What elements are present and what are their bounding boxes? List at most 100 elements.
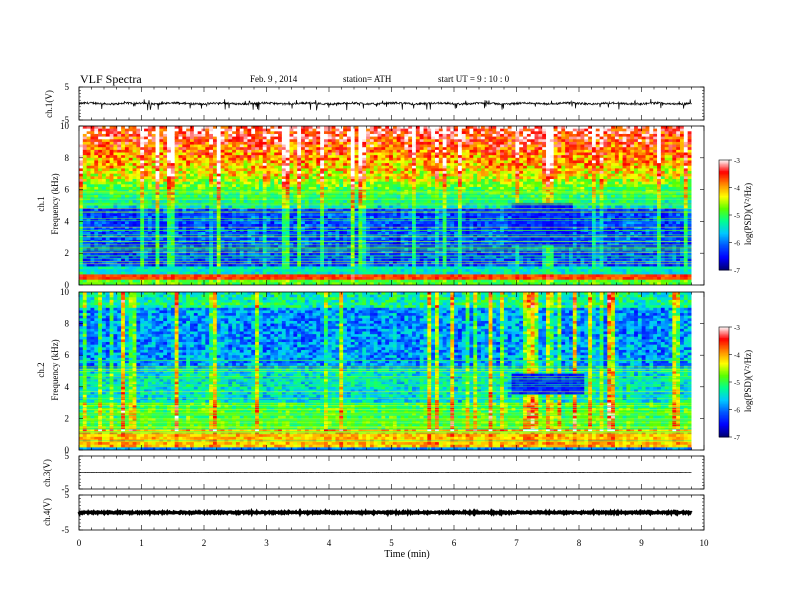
p-ch1spec-cell bbox=[132, 147, 138, 151]
p-ch1spec-cell bbox=[285, 274, 291, 278]
p-ch1spec-cell bbox=[167, 179, 172, 183]
p-ch1spec-cell bbox=[262, 131, 268, 135]
p-ch1spec-cell bbox=[140, 155, 145, 159]
p-ch1spec-cell bbox=[308, 149, 314, 154]
p-ch1spec-cell bbox=[197, 184, 203, 188]
p-ch1spec-cell bbox=[266, 163, 272, 167]
p-ch1spec-cell bbox=[289, 269, 294, 273]
p-ch1spec-cell bbox=[350, 152, 356, 156]
p-ch1spec-cell bbox=[339, 253, 344, 257]
p-ch1spec-cell bbox=[266, 266, 272, 270]
p-ch1spec-cell bbox=[297, 157, 302, 162]
p-ch1spec-cell bbox=[243, 165, 249, 169]
p-ch1spec-cell bbox=[331, 221, 337, 225]
p-ch1spec-cell bbox=[101, 157, 107, 162]
p-ch1spec-cell bbox=[301, 152, 306, 156]
p-ch1spec-cell bbox=[350, 144, 356, 148]
p-ch1spec-cell bbox=[251, 282, 256, 285]
p-ch1spec-cell bbox=[308, 128, 314, 132]
p-ch1spec-cell bbox=[128, 155, 134, 159]
p-ch1spec-cell bbox=[121, 184, 126, 188]
p-ch1spec-cell bbox=[362, 261, 367, 265]
p-ch1spec-cell bbox=[316, 226, 321, 230]
p-ch1spec-cell bbox=[243, 269, 249, 273]
p-ch1spec-cell bbox=[289, 131, 294, 135]
p-ch1spec-cell bbox=[136, 141, 141, 146]
p-ch1spec-cell bbox=[128, 165, 134, 169]
p-ch1spec-cell bbox=[140, 213, 145, 217]
p-ch1spec-cell bbox=[117, 226, 122, 230]
p-ch1spec-cell bbox=[228, 176, 233, 180]
p-ch1spec-cell bbox=[297, 141, 302, 146]
p-ch1spec-cell bbox=[358, 237, 363, 241]
p-ch1spec-cell bbox=[197, 282, 203, 285]
p-ch1spec-cell bbox=[358, 147, 363, 151]
ch1-waveform-panel: 5-5 bbox=[62, 82, 705, 125]
p-ch1spec-cell bbox=[90, 205, 95, 209]
p-ch1spec-cell bbox=[224, 266, 229, 270]
p-ch1spec-cell bbox=[366, 179, 371, 183]
p-ch1spec-cell bbox=[197, 173, 203, 177]
p-ch1spec-cell bbox=[132, 232, 138, 236]
p-ch1spec-cell bbox=[343, 226, 348, 230]
p-ch1spec-cell bbox=[270, 226, 275, 230]
p-ch1spec-cell bbox=[136, 274, 141, 278]
p-ch1spec-cell bbox=[304, 181, 310, 185]
p-ch1spec-cell bbox=[151, 179, 157, 183]
p-ch1spec-cell bbox=[346, 258, 352, 262]
p-ch1spec-cell bbox=[98, 255, 103, 260]
p-ch1spec-cell bbox=[117, 168, 122, 172]
p-ch1spec-cell bbox=[209, 163, 214, 167]
p-ch1spec-cell bbox=[193, 261, 199, 265]
p-ch1spec-cell bbox=[109, 141, 115, 146]
p-ch1spec-cell bbox=[239, 155, 245, 159]
p-ch1spec-cell bbox=[124, 266, 130, 270]
p-ch1spec-cell bbox=[358, 261, 363, 265]
p-ch1spec-cell bbox=[346, 144, 352, 148]
p-ch1spec-cell bbox=[155, 213, 160, 217]
p-ch1spec-cell bbox=[293, 208, 298, 212]
p-ch1spec-cell bbox=[140, 152, 145, 156]
p-ch1spec-cell bbox=[167, 176, 172, 180]
p-ch1spec-cell bbox=[101, 258, 107, 262]
p-ch1spec-cell bbox=[121, 168, 126, 172]
p-ch1spec-cell bbox=[243, 218, 249, 222]
p-ch1spec-cell bbox=[316, 255, 321, 260]
p-ch1spec-cell bbox=[90, 128, 95, 132]
p-ch1spec-cell bbox=[362, 139, 367, 143]
p-ch1spec-cell bbox=[209, 224, 214, 228]
p-ch1spec-cell bbox=[297, 232, 302, 236]
p-ch1spec-cell bbox=[358, 160, 363, 164]
p-ch1spec-cell bbox=[339, 179, 344, 183]
p-ch1spec-cell bbox=[255, 186, 260, 191]
p-ch1spec-cell bbox=[186, 263, 191, 268]
p-ch1spec-cell bbox=[105, 184, 111, 188]
p-ch1spec-cell bbox=[212, 271, 218, 275]
p-ch1spec-cell bbox=[86, 263, 92, 268]
p-ch1spec-cell bbox=[86, 155, 92, 159]
p-ch1spec-cell bbox=[117, 224, 122, 228]
p-ch1spec-cell bbox=[86, 269, 92, 273]
p-ch1spec-cell bbox=[247, 128, 252, 132]
p-ch1spec-cell bbox=[220, 131, 226, 135]
p-ch1spec-cell bbox=[79, 186, 84, 191]
p-ch1spec-cell bbox=[182, 163, 187, 167]
p-ch1spec-cell bbox=[224, 200, 229, 204]
p-ch1spec-cell bbox=[278, 157, 283, 162]
p-ch1spec-cell bbox=[121, 221, 126, 225]
p-ch1spec-cell bbox=[373, 221, 379, 225]
p-ch1spec-cell bbox=[105, 136, 111, 140]
p-ch1spec-cell bbox=[232, 133, 237, 138]
p-ch1spec-cell bbox=[79, 176, 84, 180]
p-ch1spec-cell bbox=[132, 192, 138, 196]
p-ch1spec-cell bbox=[301, 165, 306, 169]
p-ch1spec-cell bbox=[151, 186, 157, 191]
p-ch1spec-cell bbox=[228, 160, 233, 164]
p-ch1spec-cell bbox=[335, 173, 340, 177]
p-ch1spec-cell bbox=[274, 168, 279, 172]
p-ch1spec-cell bbox=[304, 261, 310, 265]
p-ch1spec-cell bbox=[124, 253, 130, 257]
p-ch1spec-cell bbox=[308, 155, 314, 159]
p-ch1spec-cell bbox=[197, 255, 203, 260]
p-ch1spec-cell bbox=[258, 269, 264, 273]
